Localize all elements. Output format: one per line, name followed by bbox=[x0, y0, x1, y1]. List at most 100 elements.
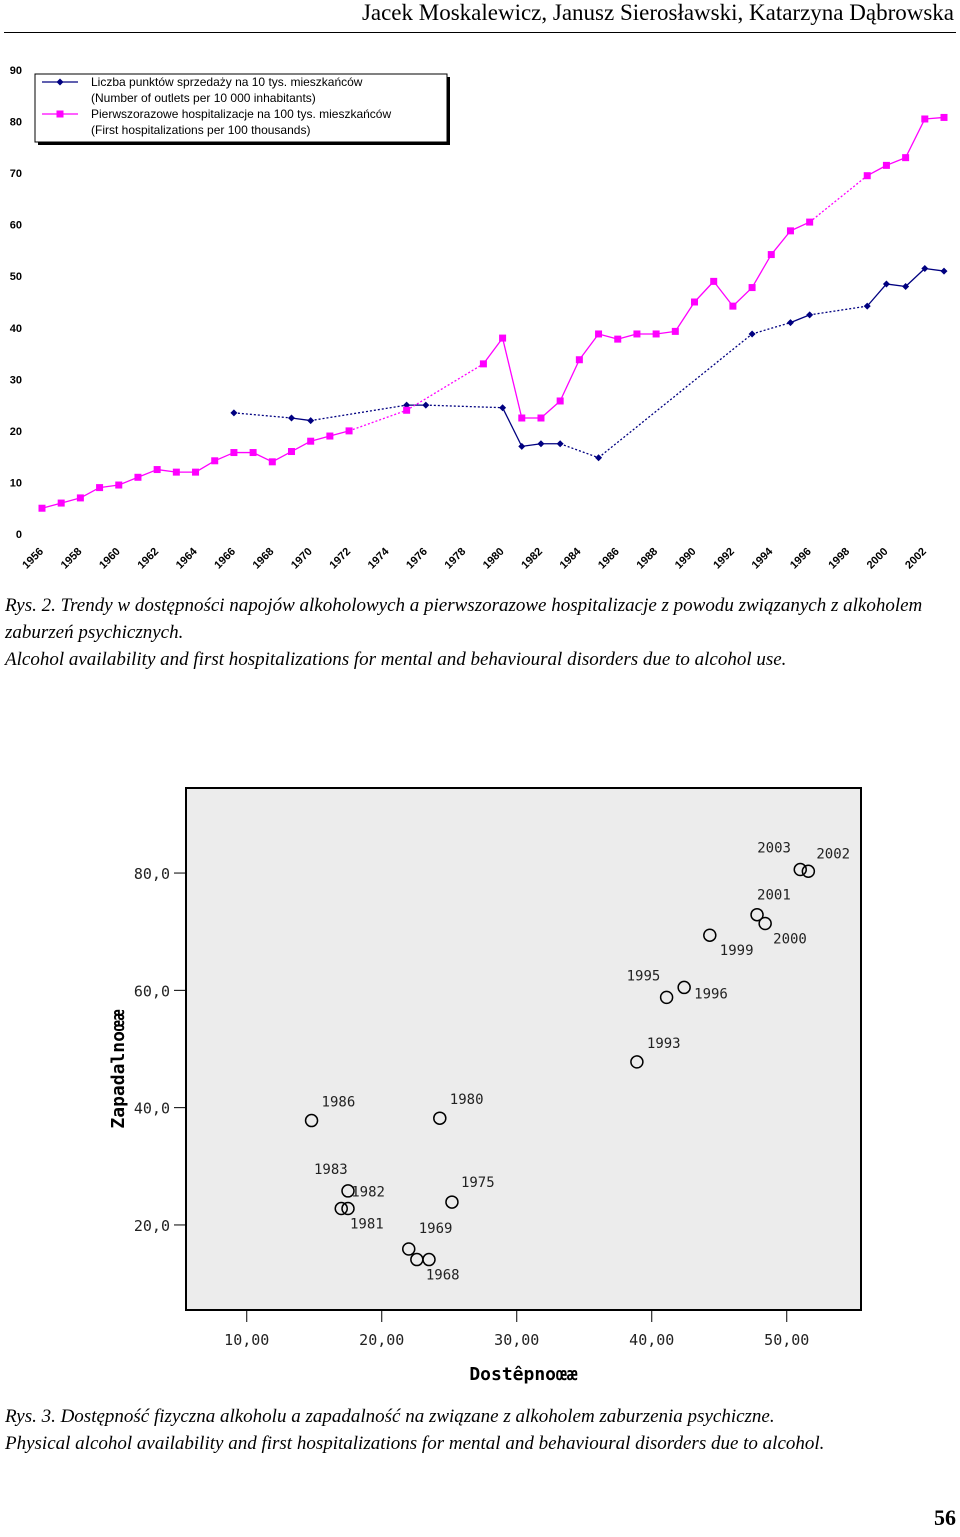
x-tick-label: 1976 bbox=[404, 546, 430, 572]
y-tick-label: 70 bbox=[10, 168, 22, 180]
header-rule bbox=[4, 32, 956, 33]
data-point-square bbox=[134, 473, 142, 481]
data-point-diamond bbox=[287, 414, 295, 422]
series-segment bbox=[809, 305, 868, 316]
y-tick-label: 30 bbox=[10, 374, 22, 386]
x-tick-label: 1970 bbox=[289, 546, 315, 572]
data-point-square bbox=[863, 172, 871, 180]
y-tick-label: 10 bbox=[10, 477, 22, 489]
x-tick-label: 20,00 bbox=[359, 1331, 404, 1349]
data-point-diamond bbox=[863, 302, 871, 310]
data-point-square bbox=[786, 227, 794, 235]
series-segment bbox=[674, 301, 696, 332]
x-tick-label: 30,00 bbox=[494, 1331, 539, 1349]
data-point-square bbox=[57, 499, 65, 507]
data-point-diamond bbox=[307, 417, 315, 425]
data-point-diamond bbox=[499, 404, 507, 412]
x-tick-label: 1962 bbox=[135, 546, 161, 572]
series-segment bbox=[905, 118, 926, 158]
x-tick-label: 2000 bbox=[865, 546, 891, 572]
y-tick-label: 60,0 bbox=[134, 982, 170, 1000]
data-label: 2002 bbox=[816, 846, 850, 862]
data-label: 1969 bbox=[419, 1221, 453, 1237]
data-point-diamond bbox=[940, 267, 948, 275]
data-point-diamond bbox=[595, 454, 603, 462]
data-point bbox=[334, 1201, 348, 1216]
series-segment bbox=[406, 363, 484, 411]
data-point bbox=[801, 864, 816, 879]
x-axis-title: Dostêpnoœæ bbox=[469, 1364, 578, 1385]
data-point bbox=[758, 916, 772, 931]
x-tick-label: 1974 bbox=[366, 545, 392, 571]
data-point-square bbox=[345, 427, 353, 435]
data-point-diamond bbox=[230, 409, 238, 417]
data-point bbox=[659, 990, 674, 1005]
data-point-square bbox=[96, 484, 104, 492]
data-label: 1983 bbox=[314, 1162, 348, 1178]
series-segment bbox=[713, 280, 734, 307]
figure2-caption-pl: Rys. 2. Trendy w dostępności napojów alk… bbox=[5, 595, 923, 643]
data-point bbox=[422, 1252, 436, 1267]
data-point-square bbox=[652, 330, 660, 338]
running-header: Jacek Moskalewicz, Janusz Sierosławski, … bbox=[361, 0, 954, 25]
y-tick-label: 50 bbox=[10, 271, 22, 283]
data-label: 1980 bbox=[450, 1092, 484, 1108]
x-tick-label: 1960 bbox=[97, 546, 123, 572]
x-tick-label: 1956 bbox=[20, 546, 46, 572]
data-point bbox=[341, 1184, 355, 1198]
data-point bbox=[630, 1055, 644, 1069]
data-point-square bbox=[710, 277, 718, 285]
data-point-square bbox=[76, 494, 84, 502]
series-segment bbox=[348, 409, 407, 432]
data-point-square bbox=[479, 360, 487, 368]
data-point-square bbox=[230, 449, 238, 457]
series-segment bbox=[502, 407, 523, 447]
series-segment bbox=[559, 359, 580, 402]
data-point-square bbox=[575, 356, 583, 364]
legend-label: (First hospitalizations per 100 thousand… bbox=[91, 123, 310, 137]
data-point-square bbox=[537, 414, 545, 422]
data-point-square bbox=[940, 113, 948, 121]
legend-label: Liczba punktów sprzedaży na 10 tys. mies… bbox=[91, 75, 363, 89]
x-tick-label: 1966 bbox=[212, 546, 238, 572]
data-point-diamond bbox=[806, 311, 814, 319]
data-label: 2001 bbox=[757, 888, 791, 904]
y-tick-label: 80 bbox=[10, 117, 22, 129]
data-point-square bbox=[192, 468, 200, 476]
y-tick-label: 90 bbox=[10, 65, 22, 77]
data-label: 1995 bbox=[627, 968, 661, 984]
y-tick-label: 80,0 bbox=[134, 865, 170, 883]
x-tick-label: 40,00 bbox=[629, 1331, 674, 1349]
y-axis-title: Zapadalnoœæ bbox=[108, 1009, 129, 1128]
x-tick-label: 10,00 bbox=[224, 1331, 269, 1349]
y-tick-label: 20 bbox=[10, 426, 22, 438]
data-point-square bbox=[748, 284, 756, 292]
series-segment bbox=[521, 443, 542, 447]
data-point-diamond bbox=[921, 264, 929, 272]
legend-label: (Number of outlets per 10 000 inhabitant… bbox=[91, 91, 316, 105]
series-segment bbox=[482, 337, 504, 365]
x-tick-label: 2002 bbox=[903, 546, 929, 572]
data-point-square bbox=[287, 448, 295, 456]
data-point-square bbox=[806, 218, 814, 226]
x-tick-label: 1958 bbox=[59, 546, 85, 572]
data-point-diamond bbox=[518, 442, 526, 450]
series-segment bbox=[291, 417, 311, 422]
data-point bbox=[341, 1201, 355, 1216]
series-segment bbox=[886, 283, 906, 288]
data-label: 1975 bbox=[461, 1175, 495, 1191]
x-tick-label: 1964 bbox=[174, 545, 200, 571]
x-tick-label: 1996 bbox=[788, 546, 814, 572]
data-point-diamond bbox=[748, 330, 756, 338]
x-tick-label: 1972 bbox=[327, 546, 353, 572]
series-segment bbox=[310, 404, 407, 422]
y-tick-label: 40 bbox=[10, 323, 22, 335]
data-label: 2000 bbox=[773, 931, 807, 947]
data-point-square bbox=[767, 251, 775, 259]
series-1 bbox=[230, 264, 948, 462]
series-segment bbox=[233, 412, 292, 419]
scatter-chart: 20,0 40,0 60,0 80,0 10,00 20,00 30,00 40,00 50,0… bbox=[108, 787, 862, 1385]
series-segment bbox=[598, 333, 753, 459]
data-point-square bbox=[729, 302, 737, 310]
